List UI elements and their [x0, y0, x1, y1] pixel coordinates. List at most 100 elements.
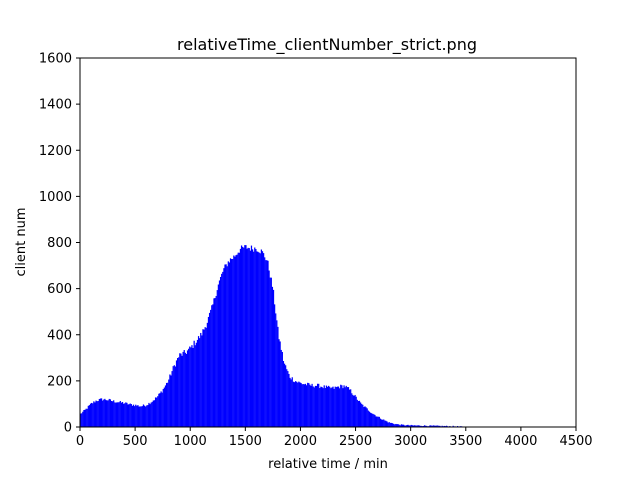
- histogram-bar: [315, 385, 318, 427]
- histogram-bar: [137, 405, 139, 427]
- histogram-bar: [223, 268, 225, 427]
- histogram-bar: [356, 399, 358, 427]
- histogram-bar: [341, 385, 343, 427]
- histogram-bar: [195, 342, 197, 427]
- histogram-bar: [401, 424, 404, 427]
- histogram-bar: [301, 384, 303, 427]
- histogram-bar: [124, 403, 126, 427]
- histogram-bar: [134, 406, 136, 427]
- histogram-bar: [400, 424, 402, 427]
- histogram-bar: [285, 365, 287, 427]
- histogram-bar: [204, 327, 206, 427]
- histogram-bar: [278, 339, 280, 427]
- histogram-bar: [436, 425, 438, 427]
- histogram-bar: [424, 425, 427, 427]
- histogram-bar: [120, 402, 123, 427]
- histogram-bar: [437, 425, 439, 427]
- histogram-bar: [365, 407, 367, 427]
- histogram-bar: [191, 345, 193, 427]
- histogram-bar: [107, 400, 109, 427]
- histogram-bar: [394, 424, 396, 427]
- histogram-bar: [367, 410, 369, 427]
- histogram-bar: [242, 246, 244, 427]
- histogram-bar: [271, 286, 274, 427]
- histogram-bar: [113, 400, 115, 427]
- histogram-bar: [305, 385, 308, 427]
- histogram-bar: [87, 405, 89, 427]
- histogram-bar: [350, 389, 352, 427]
- histogram-bar: [95, 400, 97, 427]
- histogram-bar: [106, 400, 108, 427]
- histogram-bar: [267, 260, 269, 427]
- histogram-bar: [251, 249, 254, 427]
- histogram-bar: [185, 353, 188, 427]
- histogram-bar: [105, 400, 107, 427]
- histogram-bar: [432, 425, 434, 427]
- histogram-bar: [151, 401, 153, 427]
- histogram-bar: [171, 371, 173, 427]
- histogram-bars: [80, 245, 465, 427]
- histogram-bar: [89, 403, 92, 427]
- histogram-bar: [234, 256, 236, 427]
- histogram-bar: [160, 391, 162, 427]
- histogram-bar: [203, 329, 205, 427]
- histogram-bar: [398, 424, 400, 427]
- y-tick-label: 600: [47, 282, 72, 297]
- histogram-bar: [85, 408, 87, 427]
- histogram-bar: [145, 406, 147, 427]
- histogram-bar: [319, 388, 321, 427]
- histogram-bar: [235, 255, 237, 427]
- histogram-bar: [380, 419, 383, 427]
- histogram-bar: [80, 413, 82, 427]
- histogram-bar: [181, 355, 183, 427]
- histogram-bar: [289, 377, 291, 427]
- histogram-bar: [190, 347, 192, 427]
- histogram-bar: [333, 388, 335, 427]
- histogram-bar: [304, 383, 307, 427]
- histogram-bar: [265, 260, 267, 427]
- histogram-bar: [232, 258, 234, 427]
- histogram-bar: [110, 400, 113, 427]
- histogram-bar: [420, 425, 422, 427]
- histogram-bar: [141, 406, 143, 427]
- histogram-bar: [379, 418, 382, 427]
- y-tick-label: 800: [47, 236, 72, 251]
- histogram-bar: [152, 400, 154, 427]
- histogram-bar: [309, 384, 311, 427]
- histogram-bar: [239, 248, 242, 427]
- histogram-bar: [311, 383, 313, 427]
- histogram-bar: [244, 245, 246, 427]
- histogram-bar: [323, 385, 325, 427]
- histogram-bar: [342, 388, 344, 427]
- histogram-bar: [233, 255, 235, 427]
- histogram-bar: [407, 424, 409, 427]
- x-tick-label: 3000: [394, 434, 427, 449]
- histogram-bar: [202, 329, 204, 427]
- histogram-bar: [196, 339, 199, 427]
- histogram-bar: [269, 277, 271, 427]
- histogram-bar: [324, 388, 326, 427]
- histogram-bar: [150, 402, 152, 427]
- histogram-bar: [161, 392, 163, 427]
- histogram-bar: [192, 347, 194, 427]
- histogram-bar: [312, 386, 314, 427]
- histogram-bar: [222, 271, 224, 427]
- histogram-bar: [387, 422, 389, 427]
- histogram-bar: [213, 298, 215, 427]
- histogram-bar: [131, 405, 134, 427]
- histogram-bar: [409, 425, 411, 427]
- histogram-bar: [164, 385, 167, 427]
- histogram-bar: [288, 373, 290, 427]
- histogram-bar: [346, 387, 348, 427]
- histogram-bar: [253, 251, 255, 427]
- histogram-bar: [277, 326, 279, 427]
- histogram-bar: [275, 313, 277, 427]
- histogram-bar: [81, 413, 83, 427]
- histogram-bar: [354, 394, 356, 427]
- histogram-bar: [227, 261, 229, 427]
- histogram-bar: [229, 258, 232, 427]
- histogram-bar: [358, 400, 361, 427]
- histogram-bar: [293, 382, 296, 427]
- histogram-bar: [84, 409, 86, 427]
- histogram-bar: [98, 399, 100, 427]
